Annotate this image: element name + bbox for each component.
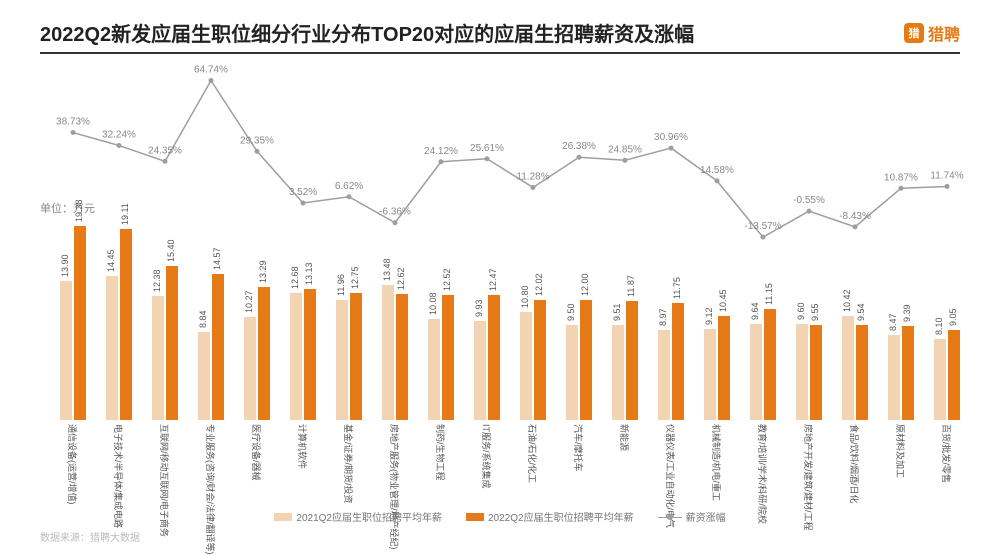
salary-chart: 13.9019.38通信设备(运营/增值)14.4519.11电子技术/半导体/… xyxy=(40,70,980,420)
category-label: 食品/饮料/烟酒/日化 xyxy=(848,424,861,504)
legend-series-2021: 2021Q2应届生职位招聘平均年薪 xyxy=(274,509,442,524)
category-label: 新能源 xyxy=(618,424,631,451)
growth-label: 29.35% xyxy=(240,135,274,146)
category-label: 原材料及加工 xyxy=(894,424,907,478)
growth-label: 11.74% xyxy=(930,171,963,182)
page-title: 2022Q2新发应届生职位细分行业分布TOP20对应的应届生招聘薪资及涨幅 xyxy=(40,18,694,47)
legend-series-2022: 2022Q2应届生职位招聘平均年薪 xyxy=(466,509,634,524)
legend: 2021Q2应届生职位招聘平均年薪 2022Q2应届生职位招聘平均年薪 薪资涨幅 xyxy=(0,509,1000,524)
category-label: 制药/生物工程 xyxy=(434,424,447,481)
growth-label: -0.55% xyxy=(793,195,825,206)
category-label: 房地产服务(物业管理/地产经纪) xyxy=(388,424,401,550)
growth-label: 11.28% xyxy=(516,171,549,182)
growth-label: -6.36% xyxy=(379,207,411,218)
data-source: 数据来源：猎聘大数据 xyxy=(40,529,140,544)
growth-label: 32.24% xyxy=(102,130,136,141)
growth-label: 24.35% xyxy=(148,145,182,156)
growth-label: 25.61% xyxy=(470,143,504,154)
growth-label: 6.62% xyxy=(335,181,363,192)
header-rule xyxy=(40,52,960,54)
category-label: 百货/批发/零售 xyxy=(940,424,953,483)
growth-label: 3.52% xyxy=(289,187,317,198)
growth-label: 64.74% xyxy=(194,65,228,76)
category-label: 专业服务(咨询/财会/法律/翻译等) xyxy=(204,424,217,555)
legend-line-growth: 薪资涨幅 xyxy=(658,509,726,524)
category-label: IT服务/系统集成 xyxy=(480,424,493,489)
growth-label: -13.57% xyxy=(744,221,781,232)
logo-badge-icon: 猎 xyxy=(904,23,924,43)
growth-label: 38.73% xyxy=(56,117,90,128)
growth-label: 14.58% xyxy=(700,165,734,176)
category-label: 医疗设备/器械 xyxy=(250,424,263,481)
brand-logo: 猎 猎聘 xyxy=(904,21,960,45)
category-label: 计算机软件 xyxy=(296,424,309,469)
growth-label: 30.96% xyxy=(654,132,688,143)
category-label: 石油/石化/化工 xyxy=(526,424,539,483)
category-label: 通信设备(运营/增值) xyxy=(66,424,79,505)
growth-label: -8.43% xyxy=(839,211,871,222)
category-label: 汽车/摩托车 xyxy=(572,424,585,472)
growth-line: 38.73%32.24%24.35%64.74%29.35%3.52%6.62%… xyxy=(40,70,980,420)
category-label: 基金/证券/期货/投资 xyxy=(342,424,355,504)
growth-label: 24.12% xyxy=(424,146,458,157)
growth-label: 10.87% xyxy=(884,172,918,183)
growth-label: 24.85% xyxy=(608,144,642,155)
growth-label: 26.38% xyxy=(562,141,596,152)
logo-text: 猎聘 xyxy=(928,21,960,45)
category-label: 机械制造/机电/重工 xyxy=(710,424,723,501)
